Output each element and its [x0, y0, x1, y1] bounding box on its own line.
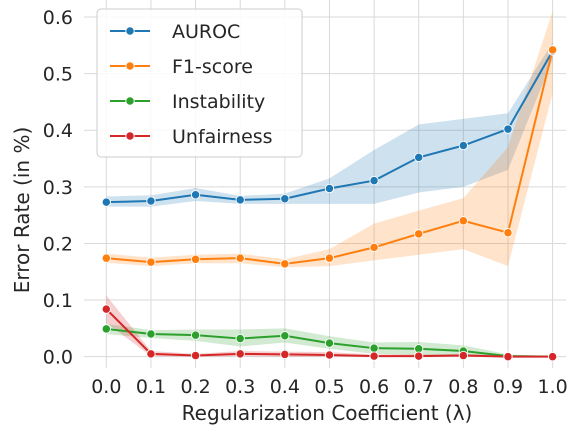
- confidence-band: [106, 42, 553, 207]
- legend-marker: [125, 131, 135, 141]
- data-point: [458, 140, 469, 151]
- data-point: [324, 253, 335, 263]
- data-point: [190, 254, 201, 264]
- data-point: [324, 183, 335, 194]
- y-tick-label: 0.4: [43, 120, 73, 142]
- data-point: [414, 229, 424, 239]
- y-axis-ticks: 0.0 0.1 0.2 0.3 0.4 0.5 0.6: [43, 7, 73, 369]
- y-axis-title: Error Rate (in %): [10, 127, 34, 294]
- x-tick-label: 0.5: [314, 376, 344, 398]
- data-point: [235, 333, 245, 344]
- legend-marker: [125, 96, 135, 106]
- data-point: [146, 257, 156, 267]
- data-point: [190, 350, 201, 361]
- x-axis-ticks: 0.0 0.1 0.2 0.3 0.4 0.5 0.6 0.7 0.8 0.9 1.0: [91, 376, 568, 398]
- x-axis-title: Regularization Coefficient (λ): [182, 401, 473, 425]
- data-point: [280, 349, 290, 360]
- data-point: [280, 331, 290, 341]
- legend-frame: [96, 8, 303, 158]
- y-tick-label: 0.5: [43, 64, 73, 86]
- data-point: [324, 338, 335, 348]
- data-point: [414, 351, 424, 361]
- legend-label: Unfairness: [172, 126, 273, 148]
- confidence-band: [106, 11, 553, 268]
- data-point: [235, 349, 245, 359]
- data-point: [146, 196, 156, 206]
- data-point: [190, 190, 201, 200]
- data-point: [146, 329, 156, 339]
- legend-label: AUROC: [172, 21, 240, 43]
- x-tick-label: 1.0: [538, 376, 568, 398]
- x-tick-label: 0.1: [136, 376, 166, 398]
- data-point: [547, 352, 558, 362]
- data-point: [369, 351, 379, 361]
- data-point: [190, 330, 201, 340]
- data-point: [101, 253, 111, 263]
- x-tick-label: 0.8: [448, 376, 478, 398]
- x-tick-label: 0.9: [493, 376, 523, 398]
- data-point: [101, 324, 111, 334]
- x-tick-label: 0.3: [225, 376, 255, 398]
- x-tick-label: 0.2: [180, 376, 210, 398]
- y-tick-label: 0.0: [43, 347, 73, 369]
- y-tick-label: 0.6: [43, 7, 73, 29]
- grid: [84, 0, 566, 368]
- data-point: [369, 175, 379, 186]
- data-point: [101, 197, 111, 207]
- data-point: [146, 349, 156, 359]
- data-point: [547, 45, 558, 55]
- data-point: [503, 124, 513, 134]
- x-tick-label: 0.4: [270, 376, 300, 398]
- data-point: [369, 242, 379, 253]
- data-point: [235, 195, 245, 205]
- data-point: [280, 194, 290, 204]
- data-point: [503, 228, 513, 238]
- y-tick-label: 0.3: [43, 177, 73, 199]
- x-tick-label: 0.7: [404, 376, 434, 398]
- x-tick-label: 0.0: [91, 376, 121, 398]
- data-point: [280, 259, 290, 269]
- data-point: [235, 253, 245, 263]
- y-tick-label: 0.1: [43, 290, 73, 312]
- legend-marker: [125, 26, 135, 36]
- data-point: [458, 216, 469, 226]
- data-point: [414, 152, 424, 163]
- series-markers: [101, 45, 558, 362]
- data-point: [458, 350, 469, 361]
- legend-label: F1-score: [172, 56, 253, 78]
- legend: AUROC F1-score Instability Unfairness: [96, 8, 303, 158]
- y-tick-label: 0.2: [43, 233, 73, 255]
- x-tick-label: 0.6: [359, 376, 389, 398]
- data-point: [101, 304, 111, 314]
- legend-label: Instability: [172, 91, 265, 113]
- legend-marker: [125, 61, 135, 71]
- data-point: [324, 350, 335, 360]
- data-point: [369, 343, 379, 353]
- data-point: [503, 352, 513, 362]
